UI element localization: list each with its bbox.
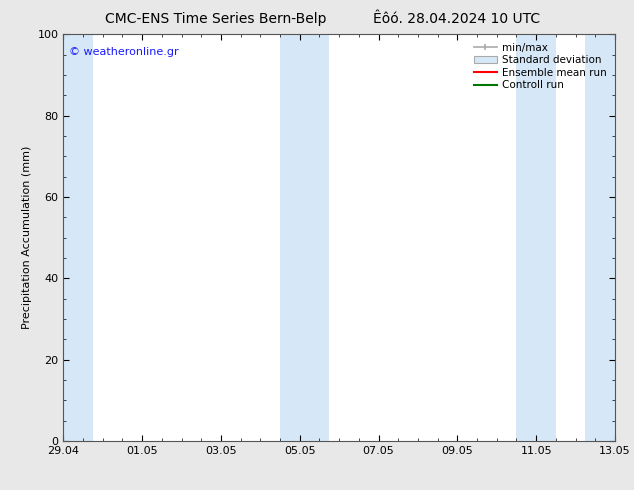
Text: © weatheronline.gr: © weatheronline.gr bbox=[69, 47, 179, 56]
Text: Êôó. 28.04.2024 10 UTC: Êôó. 28.04.2024 10 UTC bbox=[373, 12, 540, 26]
Legend: min/max, Standard deviation, Ensemble mean run, Controll run: min/max, Standard deviation, Ensemble me… bbox=[470, 40, 610, 94]
Bar bbox=[280, 34, 329, 441]
Bar bbox=[53, 34, 93, 441]
Y-axis label: Precipitation Accumulation (mm): Precipitation Accumulation (mm) bbox=[22, 146, 32, 329]
Text: CMC-ENS Time Series Bern-Belp: CMC-ENS Time Series Bern-Belp bbox=[105, 12, 327, 26]
Bar bbox=[585, 34, 625, 441]
Bar bbox=[517, 34, 556, 441]
